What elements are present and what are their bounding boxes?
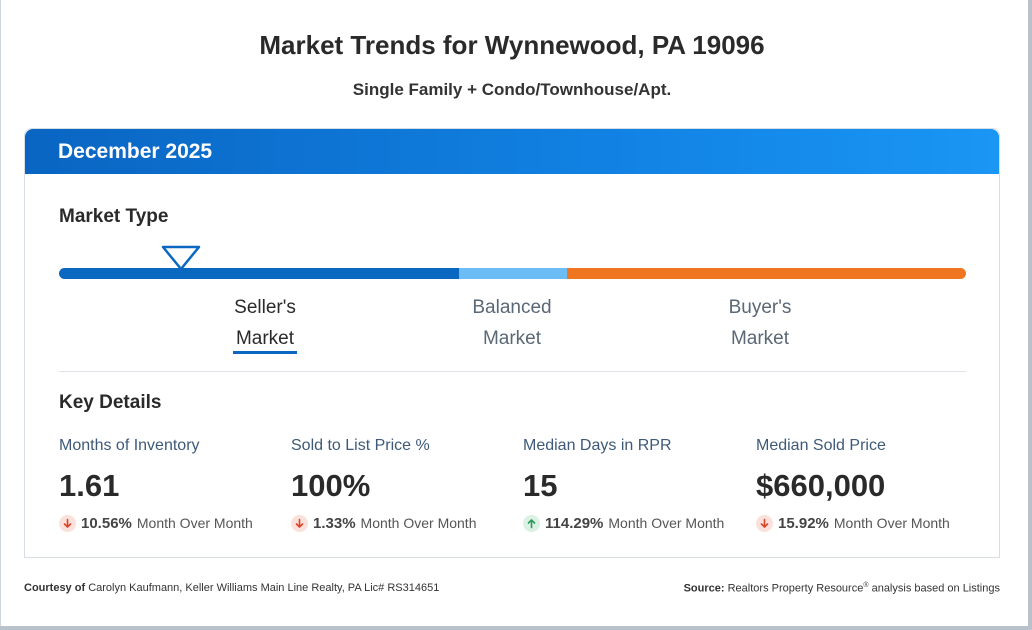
arrow-down-icon [59, 514, 76, 532]
registered-mark: ® [863, 582, 869, 589]
source-text: analysis based on Listings [871, 582, 1000, 595]
frame-bottom-edge [0, 626, 1032, 630]
change-period: Month Over Month [360, 515, 477, 531]
change-percent: 15.92% [778, 514, 829, 532]
balanced-market-label-line2: Market [482, 328, 542, 349]
balanced-market-segment [459, 268, 567, 279]
frame-right-edge [1028, 0, 1032, 630]
seller-market-label-line2: Market [235, 328, 295, 349]
stat-value: 100% [291, 468, 371, 503]
stat-label: Sold to List Price % [291, 437, 430, 454]
buyer-market-label-line1: Buyer's [728, 297, 792, 318]
stat-change: 15.92% Month Over Month [756, 512, 976, 534]
change-percent: 10.56% [81, 514, 132, 532]
seller-market-label-line1: Seller's [234, 297, 296, 318]
stat-value: 1.61 [59, 468, 120, 503]
change-percent: 1.33% [313, 514, 356, 532]
seller-market-label: Seller's Market [185, 292, 345, 354]
stat-change: 10.56% Month Over Month [59, 512, 279, 534]
stat-value: 15 [523, 468, 558, 503]
change-period: Month Over Month [136, 515, 253, 531]
market-trends-card: December 2025 Market Type Seller's Marke… [24, 128, 1000, 558]
courtesy-label: Courtesy of [24, 582, 86, 594]
stat-label: Median Days in RPR [523, 437, 672, 454]
arrow-down-icon [756, 514, 773, 532]
stat-label: Median Sold Price [756, 437, 886, 454]
seller-market-segment [59, 268, 459, 279]
frame-left-edge [0, 0, 1, 630]
property-type-subtitle: Single Family + Condo/Townhouse/Apt. [352, 80, 672, 99]
period-header: December 2025 [25, 129, 999, 174]
buyer-market-segment [567, 268, 966, 279]
selected-market-underline [233, 351, 297, 354]
page-title: Market Trends for Wynnewood, PA 19096 [259, 30, 765, 60]
buyer-market-label-line2: Market [730, 328, 790, 349]
balanced-market-label: Balanced Market [432, 292, 592, 354]
stat-label: Months of Inventory [59, 437, 200, 454]
change-period: Month Over Month [608, 515, 725, 531]
stat-change: 1.33% Month Over Month [291, 512, 511, 534]
months-of-inventory-stat: Months of Inventory 1.61 10.56% Month Ov… [59, 437, 279, 534]
market-type-heading: Market Type [59, 206, 169, 227]
source-footer: Source: Realtors Property Resource® anal… [684, 582, 1000, 595]
buyer-market-label: Buyer's Market [680, 292, 840, 354]
courtesy-footer: Courtesy of Carolyn Kaufmann, Keller Wil… [24, 582, 439, 594]
stat-value: $660,000 [756, 468, 886, 503]
balanced-market-label-line1: Balanced [472, 297, 552, 318]
market-type-bar [59, 268, 966, 279]
sold-to-list-price-stat: Sold to List Price % 100% 1.33% Month Ov… [291, 437, 511, 534]
market-indicator-triangle-icon [161, 245, 201, 271]
source-label: Source: [683, 582, 725, 595]
stat-change: 114.29% Month Over Month [523, 512, 743, 534]
key-details-heading: Key Details [59, 392, 162, 413]
arrow-up-icon [523, 514, 540, 532]
median-days-in-rpr-stat: Median Days in RPR 15 114.29% Month Over… [523, 437, 743, 534]
source-name: Realtors Property Resource [727, 582, 864, 595]
arrow-down-icon [291, 514, 308, 532]
courtesy-text: Carolyn Kaufmann, Keller Williams Main L… [88, 582, 440, 594]
section-divider [59, 371, 966, 372]
change-period: Month Over Month [833, 515, 950, 531]
median-sold-price-stat: Median Sold Price $660,000 15.92% Month … [756, 437, 976, 534]
change-percent: 114.29% [545, 514, 604, 532]
